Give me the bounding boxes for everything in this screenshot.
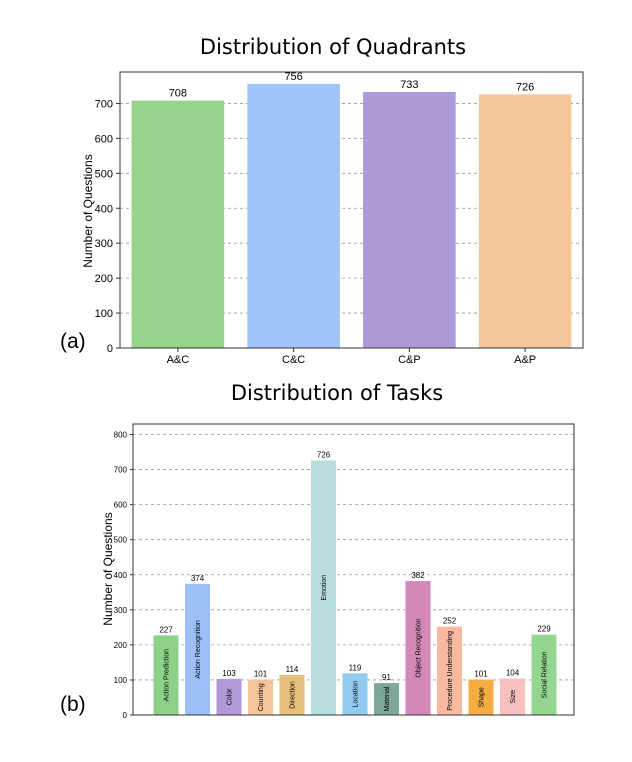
bar [437, 626, 462, 715]
bar [374, 683, 399, 715]
category-label: Procedure Understanding [447, 631, 454, 711]
bar [216, 678, 242, 715]
plot-frame [119, 71, 584, 349]
y-tick-label: 800 [114, 431, 128, 440]
data-label: 101 [254, 670, 268, 679]
bar [478, 94, 572, 348]
y-tick-label: 100 [95, 308, 113, 320]
bar [342, 673, 368, 715]
bar [279, 675, 305, 715]
y-tick-label: 0 [107, 343, 113, 355]
bar [531, 634, 557, 715]
category-label: Location [353, 681, 360, 708]
category-label: Color [227, 688, 234, 705]
data-label: 227 [159, 625, 173, 634]
category-label: Counting [258, 683, 265, 711]
y-tick-label: 100 [114, 676, 128, 685]
y-tick-label: 300 [114, 606, 128, 615]
quadrants-chart: Distribution of Quadrants Number of Ques… [81, 35, 584, 366]
bar [248, 679, 273, 715]
y-tick-label: 200 [114, 641, 128, 650]
y-tick-label: 500 [114, 536, 128, 545]
category-label: Shape [479, 687, 486, 707]
bar [185, 583, 210, 715]
bar [153, 635, 179, 715]
bar [405, 581, 431, 715]
y-tick-label: 700 [95, 98, 113, 110]
data-label: 374 [191, 574, 205, 583]
chart-title: Distribution of Tasks [231, 381, 443, 405]
category-label: Size [510, 690, 517, 704]
category-label: Action Prediction [164, 649, 171, 702]
x-tick-label: A&P [514, 354, 536, 366]
data-label: 252 [443, 617, 457, 626]
x-tick-label: C&P [398, 354, 421, 366]
y-axis-label: Number of Questions [81, 154, 95, 267]
y-tick-label: 200 [95, 273, 113, 285]
y-tick-label: 600 [114, 501, 128, 510]
data-label: 726 [516, 81, 534, 93]
y-tick-label: 0 [123, 711, 128, 720]
category-label: Social Relation [542, 651, 549, 698]
data-label: 104 [506, 669, 520, 678]
data-label: 101 [474, 670, 488, 679]
category-label: Emotion [321, 575, 328, 601]
data-label: 103 [222, 669, 236, 678]
data-label: 756 [284, 71, 302, 83]
y-tick-label: 300 [95, 238, 113, 250]
category-label: Object Recognition [416, 618, 423, 677]
y-tick-label: 400 [95, 203, 113, 215]
chart-title: Distribution of Quadrants [200, 35, 466, 59]
plot-frame [132, 423, 575, 716]
data-label: 114 [286, 665, 299, 674]
bar [363, 91, 456, 348]
category-label: Material [384, 686, 391, 711]
data-label: 726 [317, 450, 331, 459]
panel-label-a: (a) [60, 330, 86, 353]
category-label: Direction [290, 681, 297, 709]
data-label: 733 [400, 79, 418, 91]
data-label: 382 [411, 571, 425, 580]
y-tick-label: 700 [114, 466, 128, 475]
bar [311, 460, 336, 715]
y-tick-label: 500 [95, 168, 113, 180]
y-axis-label: Number of Questions [101, 512, 115, 625]
bar [247, 83, 340, 348]
tasks-chart: Distribution of Tasks Number of Question… [101, 381, 575, 720]
data-label: 119 [349, 663, 362, 672]
y-tick-label: 600 [95, 133, 113, 145]
y-tick-label: 400 [114, 571, 128, 580]
category-label: Action Recognition [195, 620, 202, 678]
data-label: 708 [169, 88, 187, 100]
panel-label-b: (b) [60, 693, 86, 716]
x-tick-label: A&C [167, 354, 190, 366]
bar [131, 100, 225, 348]
x-tick-label: C&C [282, 354, 305, 366]
data-label: 229 [537, 625, 551, 634]
data-label: 91 [382, 673, 391, 682]
bar [468, 679, 494, 715]
bar [500, 678, 525, 715]
